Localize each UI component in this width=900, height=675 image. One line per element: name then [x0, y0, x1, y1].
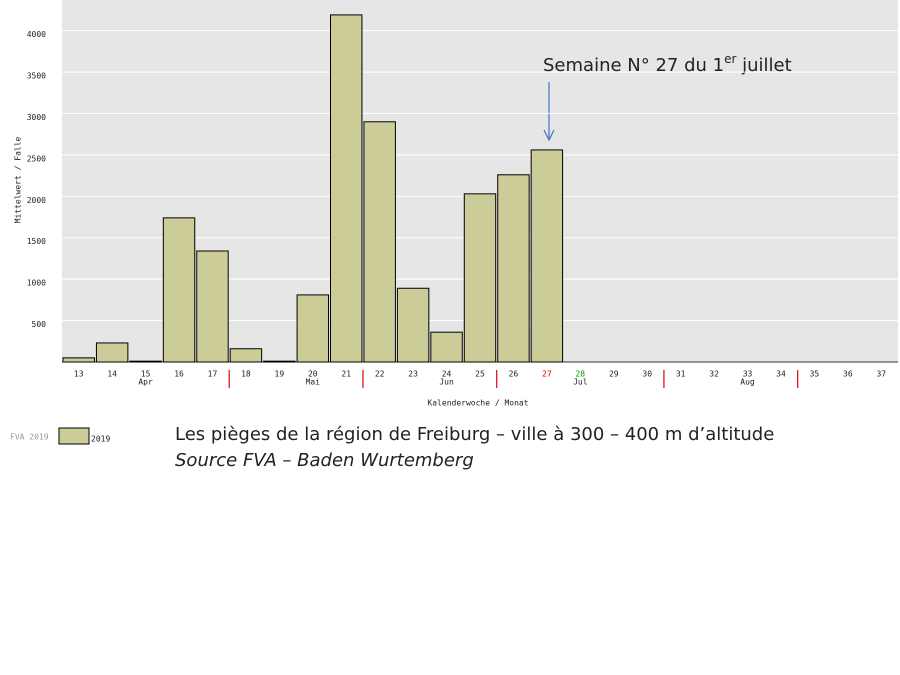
arrow-head — [543, 129, 555, 142]
bar — [196, 250, 229, 363]
x-tick-label: 34 — [776, 370, 786, 379]
x-tick-label: 36 — [843, 370, 853, 379]
y-tick-label: 3500 — [27, 72, 46, 81]
bar — [62, 357, 95, 363]
y-tick-label: 2500 — [27, 154, 46, 163]
x-tick-label: 22 — [375, 370, 385, 379]
x-tick-label: 35 — [810, 370, 820, 379]
x-tick-label: 19 — [275, 370, 285, 379]
bar — [263, 360, 296, 363]
bar — [463, 193, 497, 363]
x-tick-label: 27 — [542, 370, 552, 379]
y-tick-label: 500 — [32, 320, 47, 329]
bar — [229, 348, 263, 363]
y-tick-label: 3000 — [27, 113, 46, 122]
caption: Les pièges de la région de Freiburg – vi… — [175, 424, 774, 445]
bar — [396, 287, 430, 363]
bar — [497, 174, 530, 363]
y-axis-label: Mittelwert / Falle — [14, 136, 23, 223]
x-tick-label: 26 — [509, 370, 519, 379]
x-tick-label: 30 — [642, 370, 652, 379]
bar — [330, 14, 363, 363]
x-tick-label: 16 — [174, 370, 184, 379]
bar — [296, 294, 330, 363]
x-tick-label: 18 — [241, 370, 251, 379]
x-tick-label: 29 — [609, 370, 619, 379]
y-tick-label: 1500 — [27, 237, 46, 246]
x-tick-label: 33 — [743, 370, 753, 379]
x-tick-label: 14 — [107, 370, 117, 379]
bar — [95, 342, 129, 363]
x-tick-label: 13 — [74, 370, 84, 379]
y-tick-label: 2000 — [27, 196, 46, 205]
x-tick-label: 23 — [408, 370, 418, 379]
annotation: Semaine N° 27 du 1er juillet — [543, 52, 792, 77]
bar — [530, 149, 564, 363]
annotation-text: juillet — [736, 55, 791, 76]
x-tick-label: 37 — [876, 370, 886, 379]
x-tick-label: 31 — [676, 370, 686, 379]
legend-swatch — [58, 427, 90, 445]
y-tick-label: 1000 — [27, 279, 46, 288]
x-tick-label: 24 — [442, 370, 452, 379]
bar — [363, 121, 396, 363]
x-axis-label: Kalenderwoche / Monat — [427, 399, 528, 408]
x-tick-label: 17 — [208, 370, 218, 379]
legend-label: 2019 — [91, 435, 110, 444]
caption: Source FVA – Baden Wurtemberg — [175, 450, 474, 471]
month-label: Jul — [573, 378, 588, 387]
bar — [162, 217, 196, 363]
bar — [129, 360, 162, 363]
x-tick-label: 20 — [308, 370, 318, 379]
month-label: Jun — [439, 378, 454, 387]
x-tick-label: 15 — [141, 370, 151, 379]
bar — [430, 331, 463, 363]
x-tick-label: 32 — [709, 370, 719, 379]
month-label: Mai — [306, 378, 321, 387]
month-label: Apr — [138, 378, 153, 387]
y-tick-label: 4000 — [27, 30, 46, 39]
x-tick-label: 25 — [475, 370, 485, 379]
x-tick-label: 21 — [341, 370, 351, 379]
legend-title: FVA 2019 — [10, 433, 49, 442]
x-tick-label: 28 — [575, 370, 585, 379]
annotation-sup: er — [724, 52, 736, 66]
month-label: Aug — [740, 378, 755, 387]
annotation-text: Semaine N° 27 du 1 — [543, 55, 724, 76]
